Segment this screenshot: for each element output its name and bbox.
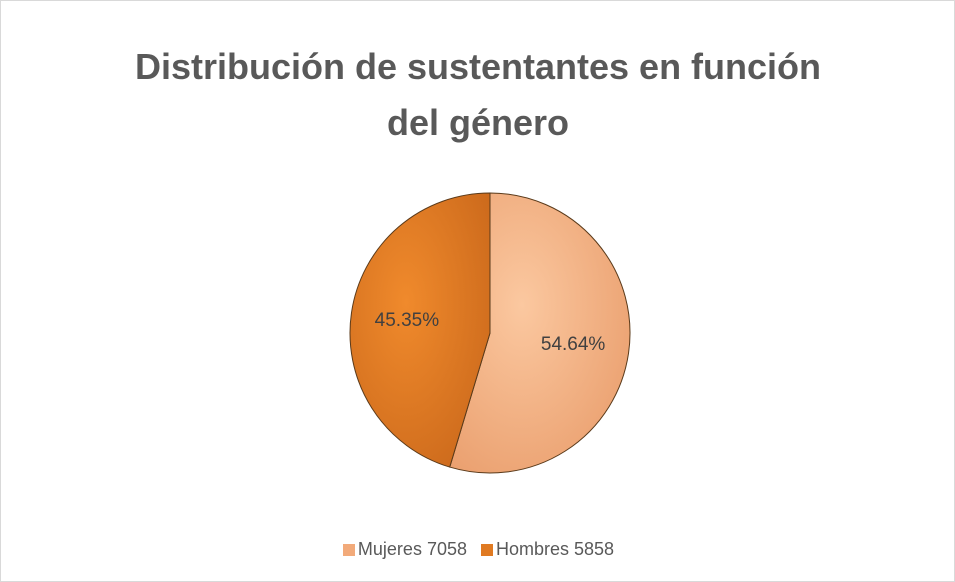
- legend: Mujeres 7058 Hombres 5858: [1, 539, 955, 560]
- legend-label: Hombres 5858: [496, 539, 615, 559]
- data-label: 54.64%: [541, 334, 606, 355]
- pie-slice: [449, 192, 631, 474]
- legend-item: Mujeres 7058: [342, 539, 467, 560]
- legend-swatch: [481, 543, 493, 556]
- legend-label: Mujeres 7058: [357, 539, 467, 559]
- legend-item: Hombres 5858: [481, 539, 614, 560]
- chart-title: Distribución de sustentantes en función …: [134, 46, 822, 143]
- pie-slice: [349, 192, 491, 468]
- legend-swatch: [342, 543, 355, 556]
- data-label: 45.35%: [375, 310, 440, 331]
